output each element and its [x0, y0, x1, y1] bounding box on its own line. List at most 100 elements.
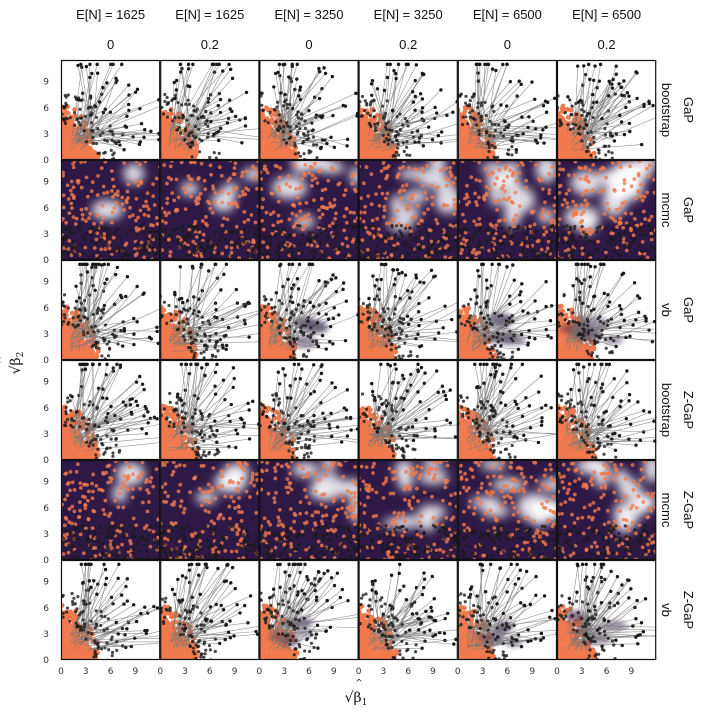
estimate-point: [571, 127, 575, 131]
estimate-point: [301, 132, 306, 136]
estimate-line: [276, 292, 282, 337]
true-point: [621, 225, 626, 230]
true-point: [88, 229, 93, 234]
true-point: [277, 175, 282, 180]
true-point: [211, 184, 215, 189]
estimate-point: [397, 337, 401, 341]
estimate-point: [508, 226, 512, 230]
true-point: [120, 195, 125, 200]
estimate-point: [374, 231, 378, 235]
estimate-point: [512, 228, 516, 232]
estimate-point: [648, 228, 653, 232]
estimate-point: [218, 97, 223, 102]
estimate-point: [186, 98, 190, 102]
true-point: [95, 231, 100, 236]
estimate-point: [361, 248, 366, 252]
estimate-point: [405, 314, 410, 318]
estimate-point: [559, 237, 564, 241]
estimate-point: [204, 347, 209, 351]
estimate-point: [68, 228, 72, 232]
estimate-point: [426, 241, 431, 245]
estimate-point: [269, 240, 273, 245]
estimate-point: [177, 125, 181, 130]
estimate-line: [386, 331, 457, 343]
true-point: [420, 236, 425, 241]
estimate-point: [288, 318, 292, 322]
estimate-point: [420, 106, 425, 110]
estimate-point: [154, 237, 158, 241]
true-point: [187, 250, 192, 255]
estimate-point: [546, 251, 550, 255]
true-point: [142, 212, 147, 217]
estimate-line: [90, 99, 159, 127]
estimate-point: [317, 279, 321, 283]
estimate-point: [400, 234, 404, 238]
estimate-point: [126, 102, 131, 107]
true-point: [621, 236, 626, 241]
estimate-point: [504, 125, 508, 129]
estimate-point: [375, 244, 379, 248]
true-point: [602, 212, 607, 216]
estimate-point: [112, 328, 116, 332]
estimate-point: [399, 223, 404, 228]
true-point: [478, 222, 482, 227]
estimate-line: [184, 306, 246, 341]
estimate-point: [208, 155, 212, 160]
estimate-point: [497, 235, 501, 239]
true-point: [406, 203, 411, 208]
estimate-point: [354, 241, 358, 245]
true-point: [375, 112, 380, 118]
true-point: [632, 216, 637, 221]
true-point: [577, 165, 582, 170]
true-point: [362, 210, 367, 215]
estimate-point: [287, 233, 292, 237]
estimate-line: [482, 140, 536, 149]
estimate-point: [413, 108, 417, 112]
true-point: [193, 199, 198, 204]
estimate-point: [369, 100, 373, 105]
estimate-point: [100, 238, 104, 242]
estimate-point: [417, 244, 421, 248]
estimate-point: [416, 224, 420, 228]
true-point: [65, 183, 70, 188]
estimate-point: [80, 262, 85, 267]
true-point: [430, 202, 435, 207]
estimate-point: [119, 236, 123, 240]
true-point: [335, 251, 340, 256]
true-point: [114, 200, 118, 205]
estimate-point: [85, 262, 89, 267]
estimate-point: [78, 107, 82, 111]
estimate-point: [389, 348, 393, 352]
estimate-point: [291, 250, 295, 254]
estimate-point: [208, 334, 212, 338]
estimate-point: [499, 103, 503, 107]
estimate-point: [574, 101, 578, 106]
true-point: [287, 253, 292, 258]
estimate-point: [320, 333, 325, 338]
estimate-point: [283, 233, 287, 237]
estimate-point: [372, 325, 376, 329]
true-point: [300, 217, 304, 222]
estimate-point: [627, 243, 631, 247]
estimate-point: [569, 225, 573, 229]
estimate-point: [439, 141, 443, 145]
true-region: [259, 107, 298, 160]
true-point: [623, 211, 628, 216]
estimate-point: [72, 111, 77, 115]
estimate-point: [230, 243, 234, 247]
estimate-point: [143, 242, 147, 246]
estimate-point: [404, 255, 408, 259]
true-point: [598, 167, 603, 172]
true-point: [125, 189, 130, 194]
true-point: [557, 217, 562, 222]
estimate-point: [317, 70, 322, 74]
true-point: [242, 220, 247, 224]
estimate-point: [614, 72, 618, 76]
estimate-line: [582, 105, 654, 147]
estimate-point: [182, 327, 186, 332]
estimate-line: [82, 297, 122, 334]
estimate-point: [592, 135, 596, 139]
estimate-point: [486, 227, 490, 232]
estimate-point: [474, 231, 478, 235]
estimate-point: [354, 91, 358, 96]
